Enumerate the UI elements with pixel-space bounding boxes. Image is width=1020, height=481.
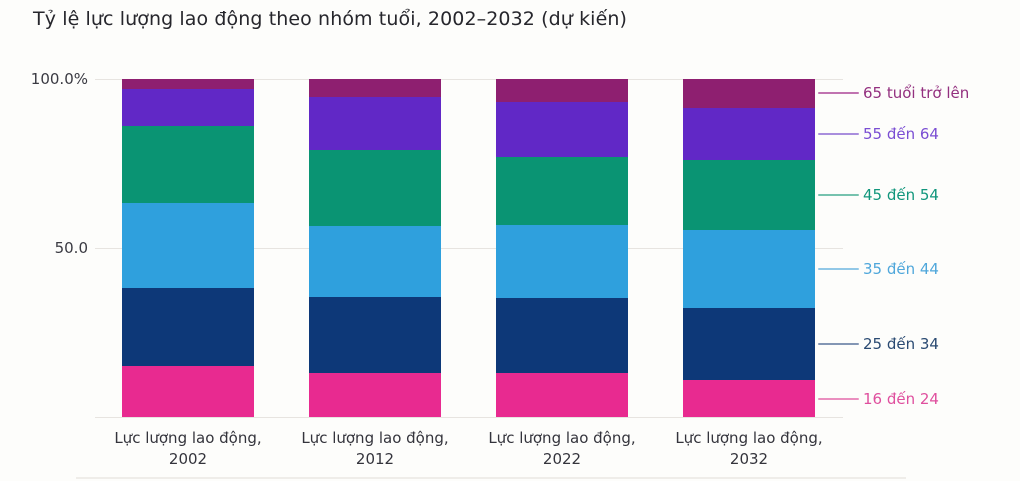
- legend-leader-line-55-đến-64: [818, 133, 859, 135]
- x-axis-label-2032: Lực lượng lao động, 2032: [649, 428, 849, 470]
- bar-segment-2002-45-đến-54[interactable]: [122, 126, 254, 203]
- x-axis-label-line1: Lực lượng lao động,: [114, 429, 262, 447]
- legend-leader-line-65-tuổi-trở-lên: [818, 92, 859, 94]
- x-axis-label-year: 2032: [729, 450, 769, 468]
- stacked-bar-2012: [309, 79, 441, 417]
- legend-leader-line-45-đến-54: [818, 194, 859, 196]
- bar-segment-2022-45-đến-54[interactable]: [496, 157, 628, 226]
- y-axis-tick-label: 50.0: [54, 239, 88, 257]
- bottom-edge-line: [76, 477, 906, 479]
- x-axis-label-line1: Lực lượng lao động,: [675, 429, 823, 447]
- bar-segment-2022-25-đến-34[interactable]: [496, 298, 628, 374]
- legend-leader-line-16-đến-24: [818, 398, 859, 400]
- bar-segment-2022-65-tuổi-trở-lên[interactable]: [496, 79, 628, 102]
- x-axis-label-2022: Lực lượng lao động, 2022: [462, 428, 662, 470]
- bar-segment-2002-16-đến-24[interactable]: [122, 365, 254, 417]
- bar-segment-2032-25-đến-34[interactable]: [683, 308, 815, 381]
- chart-title: Tỷ lệ lực lượng lao động theo nhóm tuổi,…: [33, 8, 628, 30]
- bar-segment-2022-35-đến-44[interactable]: [496, 225, 628, 298]
- bar-segment-2032-45-đến-54[interactable]: [683, 159, 815, 230]
- legend-item-25-đến-34[interactable]: 25 đến 34: [863, 335, 939, 353]
- legend-item-45-đến-54[interactable]: 45 đến 54: [863, 186, 939, 204]
- x-axis-baseline: [95, 417, 843, 418]
- legend-leader-line-25-đến-34: [818, 343, 859, 345]
- legend-item-55-đến-64[interactable]: 55 đến 64: [863, 125, 939, 143]
- stacked-bar-2022: [496, 79, 628, 417]
- x-axis-label-year: 2022: [542, 450, 582, 468]
- x-axis-label-line1: Lực lượng lao động,: [488, 429, 636, 447]
- legend-item-65-tuổi-trở-lên[interactable]: 65 tuổi trở lên: [863, 84, 970, 102]
- bar-segment-2032-16-đến-24[interactable]: [683, 380, 815, 417]
- x-axis-label-2012: Lực lượng lao động, 2012: [275, 428, 475, 470]
- legend-leader-line-35-đến-44: [818, 268, 859, 270]
- bar-segment-2002-25-đến-34[interactable]: [122, 287, 254, 366]
- bar-segment-2012-65-tuổi-trở-lên[interactable]: [309, 79, 441, 97]
- gridline: [95, 79, 843, 80]
- y-axis-tick-label: 100.0%: [30, 70, 88, 88]
- bar-segment-2002-55-đến-64[interactable]: [122, 89, 254, 127]
- bar-segment-2032-55-đến-64[interactable]: [683, 107, 815, 160]
- bar-segment-2022-16-đến-24[interactable]: [496, 373, 628, 417]
- bar-segment-2032-65-tuổi-trở-lên[interactable]: [683, 79, 815, 108]
- bar-segment-2002-35-đến-44[interactable]: [122, 202, 254, 288]
- x-axis-label-2002: Lực lượng lao động, 2002: [88, 428, 288, 470]
- bar-segment-2012-25-đến-34[interactable]: [309, 297, 441, 373]
- bar-segment-2012-55-đến-64[interactable]: [309, 96, 441, 150]
- bar-segment-2032-35-đến-44[interactable]: [683, 229, 815, 309]
- gridline: [95, 248, 843, 249]
- bar-segment-2022-55-đến-64[interactable]: [496, 101, 628, 158]
- x-axis-label-line1: Lực lượng lao động,: [301, 429, 449, 447]
- legend-item-35-đến-44[interactable]: 35 đến 44: [863, 260, 939, 278]
- bar-segment-2012-35-đến-44[interactable]: [309, 225, 441, 298]
- bar-segment-2002-65-tuổi-trở-lên[interactable]: [122, 79, 254, 90]
- stacked-bar-2002: [122, 79, 254, 417]
- bar-segment-2012-45-đến-54[interactable]: [309, 149, 441, 226]
- x-axis-label-year: 2012: [355, 450, 395, 468]
- x-axis-label-year: 2002: [168, 450, 208, 468]
- bar-segment-2012-16-đến-24[interactable]: [309, 372, 441, 417]
- stacked-bar-2032: [683, 79, 815, 417]
- legend-item-16-đến-24[interactable]: 16 đến 24: [863, 390, 939, 408]
